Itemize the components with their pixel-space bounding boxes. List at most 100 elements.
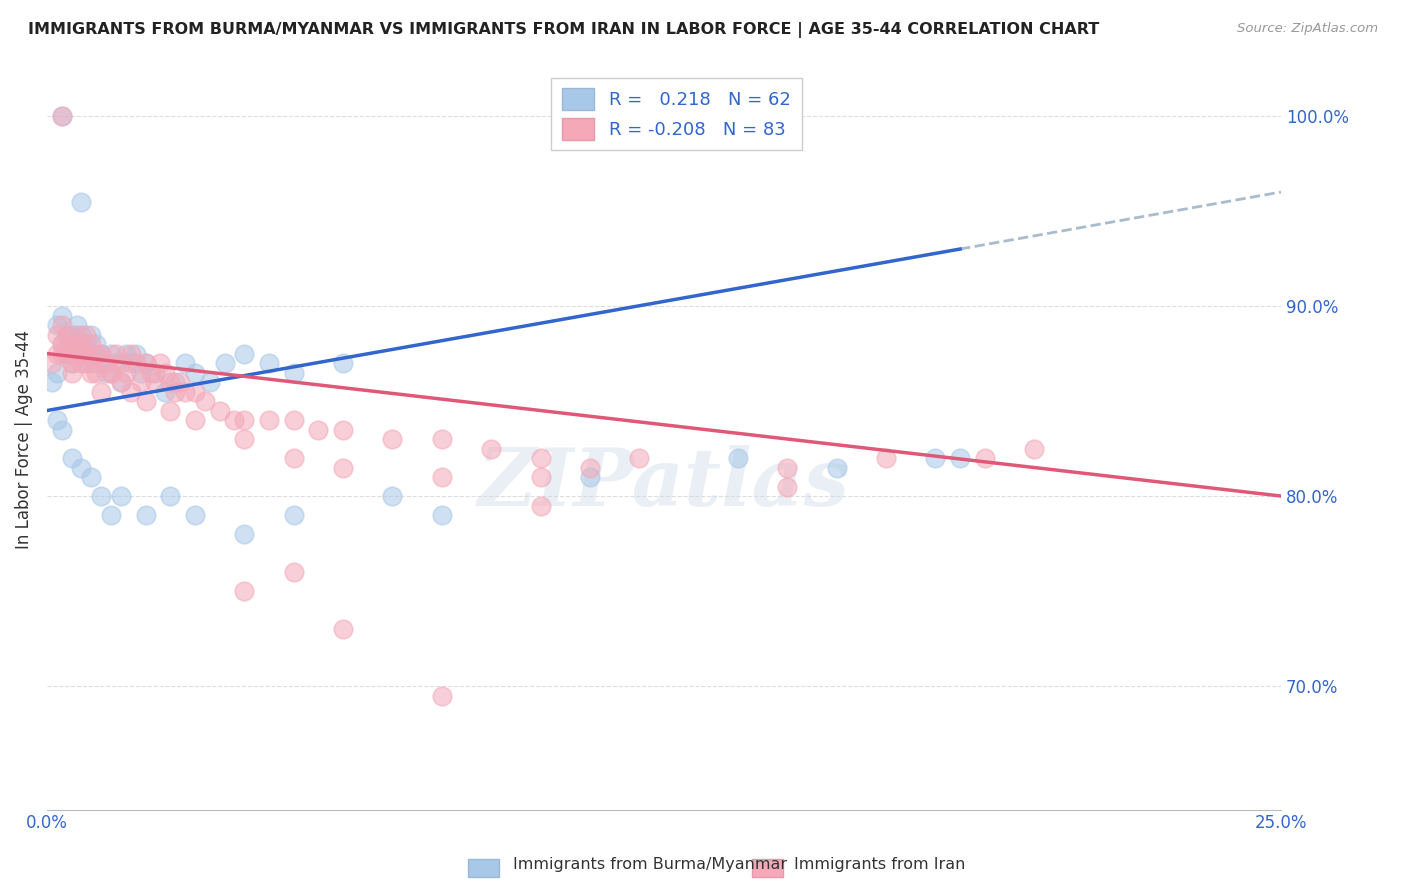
Point (115, 346, 138, 360)
Point (224, 413, 246, 427)
Point (257, 356, 280, 370)
Point (307, 423, 329, 437)
Point (233, 413, 256, 427)
Point (65, 337, 87, 351)
Point (159, 403, 181, 417)
Point (70, 194, 93, 209)
Point (129, 375, 152, 389)
Point (194, 394, 217, 409)
Point (149, 356, 172, 370)
Point (381, 432, 404, 446)
Point (100, 346, 122, 360)
Point (430, 508, 453, 522)
Point (430, 432, 453, 446)
Point (80, 470, 103, 484)
Point (94, 356, 117, 370)
Point (165, 375, 187, 389)
Point (41, 375, 63, 389)
Point (65, 327, 87, 342)
Point (100, 366, 122, 380)
Point (51, 309, 73, 323)
Point (110, 356, 132, 370)
Point (80, 337, 103, 351)
Point (55, 327, 77, 342)
Point (65, 318, 87, 332)
Point (45, 346, 67, 360)
Point (208, 403, 231, 417)
Point (105, 346, 128, 360)
Point (332, 460, 354, 475)
Point (75, 356, 97, 370)
Point (105, 356, 128, 370)
Point (332, 622, 354, 636)
Point (70, 346, 93, 360)
Point (529, 450, 551, 465)
Point (233, 527, 256, 541)
Point (283, 508, 305, 522)
Point (135, 508, 157, 522)
Point (1024, 442, 1046, 456)
Point (332, 423, 354, 437)
Point (120, 346, 142, 360)
Point (51, 423, 73, 437)
Point (233, 584, 256, 599)
Point (257, 413, 280, 427)
Point (75, 327, 97, 342)
Point (135, 356, 157, 370)
Point (70, 327, 93, 342)
Point (100, 366, 122, 380)
Point (579, 470, 602, 484)
Point (283, 413, 305, 427)
Point (55, 346, 77, 360)
Point (381, 489, 404, 503)
Point (776, 479, 799, 493)
Point (159, 489, 181, 503)
Point (84, 366, 107, 380)
Point (70, 346, 93, 360)
Point (115, 366, 138, 380)
Point (145, 375, 167, 389)
Point (60, 327, 83, 342)
Point (90, 384, 112, 399)
Point (169, 375, 191, 389)
Point (55, 346, 77, 360)
Point (60, 356, 83, 370)
Text: IMMIGRANTS FROM BURMA/MYANMAR VS IMMIGRANTS FROM IRAN IN LABOR FORCE | AGE 35-44: IMMIGRANTS FROM BURMA/MYANMAR VS IMMIGRA… (28, 22, 1099, 38)
Point (60, 366, 83, 380)
Point (45, 413, 67, 427)
Point (51, 337, 73, 351)
Point (75, 337, 97, 351)
Point (51, 109, 73, 123)
Point (60, 450, 83, 465)
Point (51, 337, 73, 351)
Point (283, 366, 305, 380)
Point (125, 346, 148, 360)
Point (155, 366, 177, 380)
Point (159, 375, 181, 389)
Point (75, 346, 97, 360)
Point (110, 375, 132, 389)
Point (529, 499, 551, 513)
Point (90, 346, 112, 360)
Point (84, 337, 107, 351)
Point (120, 356, 142, 370)
Point (184, 384, 207, 399)
Point (145, 366, 167, 380)
Point (875, 450, 897, 465)
Point (70, 460, 93, 475)
Text: Source: ZipAtlas.com: Source: ZipAtlas.com (1237, 22, 1378, 36)
Point (51, 318, 73, 332)
Point (165, 384, 187, 399)
Point (479, 442, 502, 456)
Point (80, 346, 103, 360)
Point (110, 375, 132, 389)
Point (65, 346, 87, 360)
Point (45, 318, 67, 332)
Point (139, 366, 162, 380)
Point (94, 366, 117, 380)
Point (60, 356, 83, 370)
Point (174, 356, 197, 370)
Point (70, 356, 93, 370)
Point (776, 460, 799, 475)
Point (184, 413, 207, 427)
